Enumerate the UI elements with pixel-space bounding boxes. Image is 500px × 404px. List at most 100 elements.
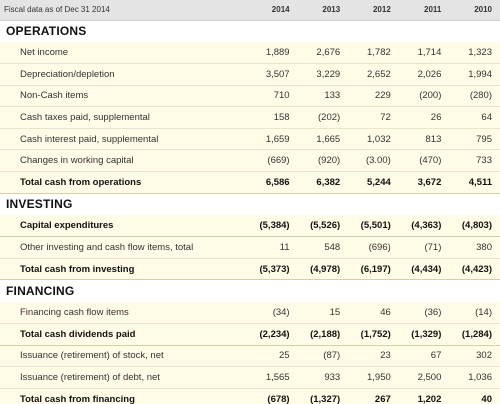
- total-row: Total cash from financing (678) (1,327) 267…: [0, 388, 500, 404]
- value-cell: 1,032: [348, 128, 399, 151]
- value-cell: 6,586: [247, 171, 298, 194]
- value-cell: 67: [398, 345, 450, 368]
- header-row: Fiscal data as of Dec 31 2014 2014 2013 …: [0, 0, 500, 21]
- value-cell: (71): [398, 236, 450, 259]
- value-cell: (678): [247, 388, 298, 404]
- row-label: Net income: [0, 42, 247, 65]
- value-cell: 15: [297, 301, 349, 325]
- value-cell: (470): [398, 149, 450, 173]
- value-cell: (920): [297, 149, 349, 173]
- value-cell: 1,950: [348, 366, 399, 389]
- section-header-operations: OPERATIONS: [0, 20, 500, 42]
- table-row: Cash interest paid, supplemental 1,659 1,6…: [0, 128, 500, 151]
- value-cell: (3.00): [348, 149, 399, 173]
- table-row: Non-Cash items 710 133 229 (200) (280): [0, 85, 500, 108]
- value-cell: 795: [449, 128, 500, 151]
- value-cell: (87): [297, 345, 349, 368]
- value-cell: 3,229: [297, 63, 349, 86]
- value-cell: 2,652: [348, 63, 399, 86]
- total-row: Total cash from operations 6,586 6,382 5,24…: [0, 171, 500, 194]
- row-label: Changes in working capital: [0, 149, 247, 173]
- row-label: Total cash dividends paid: [0, 323, 247, 346]
- value-cell: 710: [247, 85, 298, 108]
- section-header-investing: INVESTING: [0, 193, 500, 216]
- row-label: Other investing and cash flow items, tot…: [0, 236, 247, 259]
- row-label: Total cash from investing: [0, 258, 247, 281]
- value-cell: 1,323: [449, 42, 500, 65]
- value-cell: (4,363): [398, 215, 450, 238]
- value-cell: 1,714: [398, 42, 450, 65]
- value-cell: 26: [398, 106, 450, 129]
- value-cell: (5,384): [247, 215, 298, 238]
- value-cell: 229: [348, 85, 399, 108]
- row-label: Non-Cash items: [0, 85, 247, 108]
- table-row: Net income 1,889 2,676 1,782 1,714 1,323: [0, 42, 500, 65]
- value-cell: (1,327): [297, 388, 349, 404]
- value-cell: (1,752): [348, 323, 399, 346]
- value-cell: (36): [398, 301, 450, 325]
- value-cell: 1,565: [247, 366, 298, 389]
- value-cell: 2,026: [398, 63, 450, 86]
- value-cell: (669): [247, 149, 298, 173]
- value-cell: (5,526): [297, 215, 349, 238]
- year-header: 2011: [398, 0, 450, 21]
- table-row: Changes in working capital (669) (920) (3.0…: [0, 149, 500, 173]
- value-cell: 25: [247, 345, 298, 368]
- row-label: Issuance (retirement) of debt, net: [0, 366, 247, 389]
- year-header: 2012: [348, 0, 399, 21]
- value-cell: 23: [348, 345, 399, 368]
- value-cell: 3,507: [247, 63, 298, 86]
- value-cell: (4,803): [449, 215, 500, 238]
- table-row: Cash taxes paid, supplemental 158 (202) 72 2…: [0, 106, 500, 129]
- value-cell: (202): [297, 106, 349, 129]
- row-label: Capital expenditures: [0, 215, 247, 238]
- value-cell: 813: [398, 128, 450, 151]
- table-row: Issuance (retirement) of debt, net 1,565 9…: [0, 366, 500, 389]
- fiscal-data-label: Fiscal data as of Dec 31 2014: [0, 0, 247, 21]
- total-row: Capital expenditures (5,384) (5,526) (5,501…: [0, 215, 500, 238]
- value-cell: (1,284): [449, 323, 500, 346]
- section-title: OPERATIONS: [6, 24, 87, 39]
- value-cell: 1,889: [247, 42, 298, 65]
- row-label: Total cash from operations: [0, 171, 247, 194]
- value-cell: (4,434): [398, 258, 450, 281]
- value-cell: 1,994: [449, 63, 500, 86]
- section-title: FINANCING: [6, 284, 75, 299]
- row-label: Cash interest paid, supplemental: [0, 128, 247, 151]
- value-cell: 2,676: [297, 42, 349, 65]
- section-header-financing: FINANCING: [0, 279, 500, 302]
- value-cell: (2,188): [297, 323, 349, 346]
- value-cell: (5,373): [247, 258, 298, 281]
- value-cell: (5,501): [348, 215, 399, 238]
- value-cell: 1,659: [247, 128, 298, 151]
- table-row: Depreciation/depletion 3,507 3,229 2,652 2,0…: [0, 63, 500, 86]
- value-cell: (2,234): [247, 323, 298, 346]
- value-cell: 5,244: [348, 171, 399, 194]
- value-cell: (4,978): [297, 258, 349, 281]
- value-cell: 133: [297, 85, 349, 108]
- value-cell: 158: [247, 106, 298, 129]
- year-header: 2010: [449, 0, 500, 21]
- year-header: 2013: [297, 0, 349, 21]
- value-cell: (696): [348, 236, 399, 259]
- table-row: Financing cash flow items (34) 15 46 (36) (14…: [0, 301, 500, 325]
- value-cell: (4,423): [449, 258, 500, 281]
- year-header: 2014: [247, 0, 298, 21]
- value-cell: 1,202: [398, 388, 450, 404]
- value-cell: 933: [297, 366, 349, 389]
- table-row: Other investing and cash flow items, tot…: [0, 236, 500, 259]
- value-cell: 733: [449, 149, 500, 173]
- total-row: Total cash from investing (5,373) (4,978)(…: [0, 258, 500, 281]
- value-cell: 548: [297, 236, 349, 259]
- value-cell: 3,672: [398, 171, 450, 194]
- value-cell: 6,382: [297, 171, 349, 194]
- row-label: Issuance (retirement) of stock, net: [0, 345, 247, 368]
- value-cell: (200): [398, 85, 450, 108]
- value-cell: 11: [247, 236, 298, 259]
- value-cell: 267: [348, 388, 399, 404]
- value-cell: (6,197): [348, 258, 399, 281]
- value-cell: 40: [449, 388, 500, 404]
- row-label: Depreciation/depletion: [0, 63, 247, 86]
